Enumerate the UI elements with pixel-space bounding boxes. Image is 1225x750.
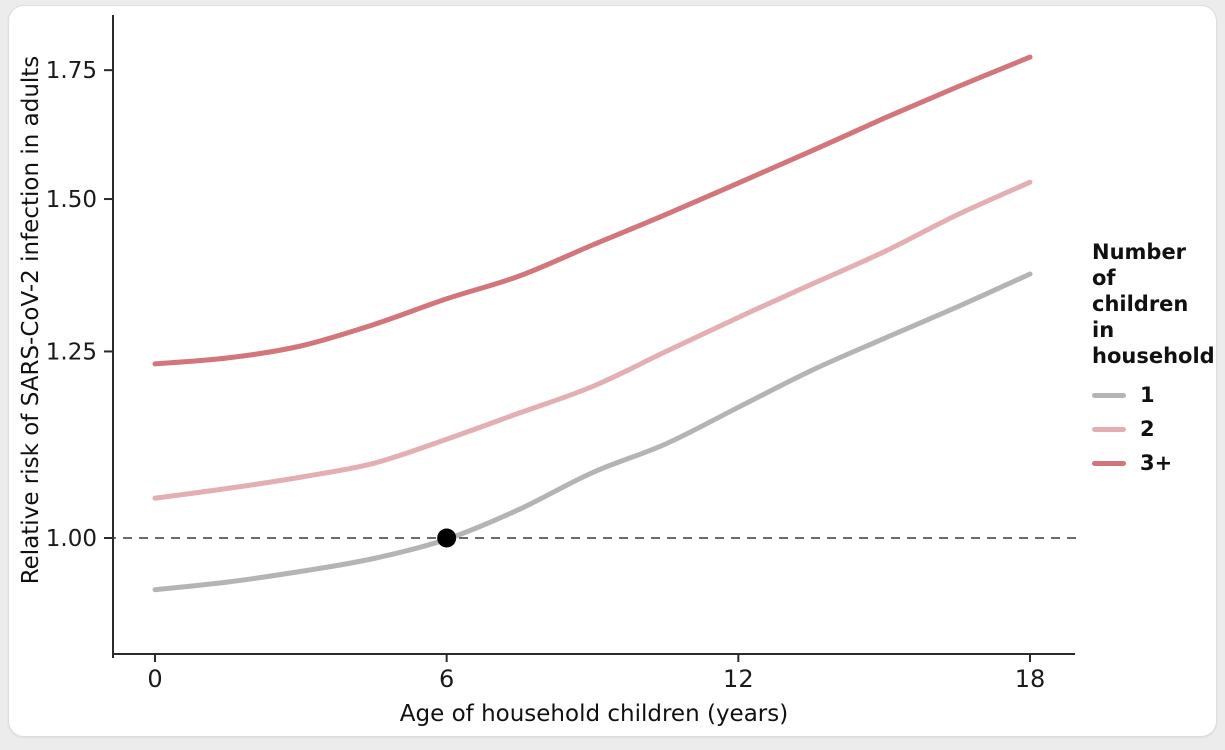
figure-card [8, 5, 1217, 737]
legend-label: 1 [1140, 383, 1155, 407]
x-tick-label: 12 [723, 665, 754, 693]
legend-label: 3+ [1140, 451, 1173, 475]
legend-label: 2 [1140, 417, 1155, 441]
y-tick-label: 1.50 [46, 187, 97, 213]
x-axis-title: Age of household children (years) [399, 701, 789, 727]
y-tick-label: 1.75 [46, 58, 97, 84]
legend-item-3plus: 3+ [1092, 446, 1224, 480]
legend-swatch [1092, 460, 1126, 466]
legend-swatch [1092, 392, 1126, 398]
y-axis-title: Relative risk of SARS-CoV-2 infection in… [18, 55, 44, 585]
legend-item-1: 1 [1092, 378, 1224, 412]
legend: Number of children in household 1 2 3+ [1092, 239, 1224, 480]
x-tick-label: 0 [147, 665, 162, 693]
legend-swatch [1092, 426, 1126, 432]
reference-point [437, 528, 457, 548]
x-tick-label: 18 [1015, 665, 1046, 693]
legend-items: 1 2 3+ [1092, 378, 1224, 480]
x-tick-label: 6 [439, 665, 454, 693]
series-line-2 [152, 179, 1033, 501]
legend-item-2: 2 [1092, 412, 1224, 446]
series-line-3plus [152, 54, 1033, 367]
series-line-1 [152, 271, 1033, 593]
legend-title: Number of children in household [1092, 240, 1215, 368]
y-tick-label: 1.00 [46, 526, 97, 552]
y-tick-label: 1.25 [46, 339, 97, 365]
